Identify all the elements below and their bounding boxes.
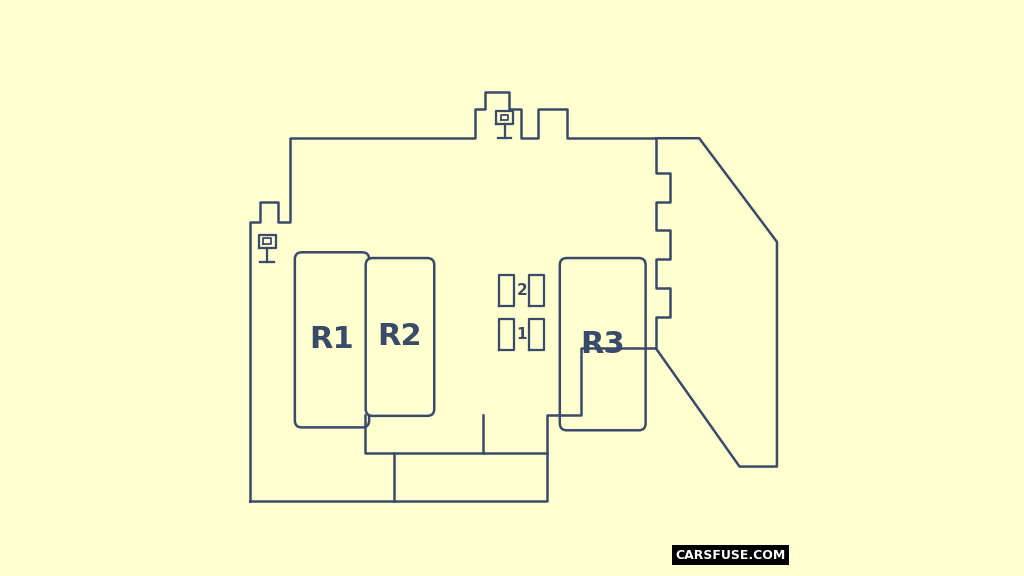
FancyBboxPatch shape — [295, 252, 369, 427]
Text: CARSFUSE.COM: CARSFUSE.COM — [676, 548, 785, 562]
Text: R3: R3 — [581, 329, 625, 359]
Text: R2: R2 — [378, 323, 422, 351]
Text: R1: R1 — [309, 325, 354, 354]
Text: 2: 2 — [516, 283, 527, 298]
FancyBboxPatch shape — [366, 258, 434, 416]
Text: 1: 1 — [516, 327, 527, 342]
FancyBboxPatch shape — [560, 258, 646, 430]
